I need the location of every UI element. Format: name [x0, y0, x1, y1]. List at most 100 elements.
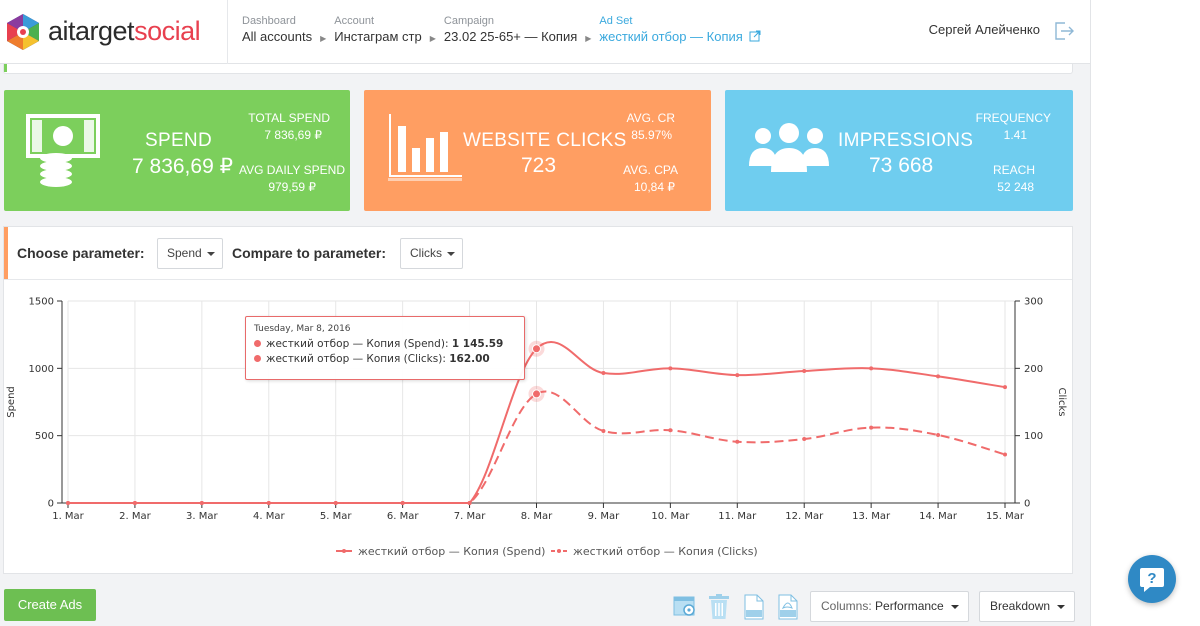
- logo-text: aitargetsocial: [48, 16, 201, 46]
- data-point: [802, 437, 807, 442]
- series-line-clicks: [67, 390, 1006, 504]
- x-tick-label: 7. Mar: [454, 511, 486, 522]
- data-point: [668, 366, 673, 371]
- x-tick-label: 12. Mar: [785, 511, 824, 522]
- data-point: [869, 425, 874, 430]
- logo-icon: [7, 13, 39, 50]
- spend-title: SPEND: [145, 130, 212, 151]
- legend-item: жесткий отбор — Копия (Clicks): [573, 545, 758, 558]
- legend-marker: [342, 549, 346, 553]
- help-chat-button[interactable]: ?: [1128, 555, 1176, 603]
- top-header: aitargetsocial Dashboard All accounts ▶ …: [0, 0, 1090, 64]
- website-clicks-card: WEBSITE CLICKS 723 AVG. CR 85.97% AVG. C…: [364, 90, 711, 211]
- breakdown-dropdown[interactable]: Breakdown: [979, 591, 1076, 622]
- bar-chart-icon: [388, 114, 462, 181]
- total-spend-value: 7 836,69 ₽: [264, 128, 322, 142]
- x-tick-label: 5. Mar: [320, 511, 352, 522]
- breadcrumb-adset[interactable]: Ad Set жесткий отбор — Копия: [599, 15, 761, 46]
- x-tick-label: 13. Mar: [852, 511, 891, 522]
- data-point: [735, 439, 740, 444]
- data-point: [66, 501, 70, 505]
- website-clicks-value: 723: [521, 154, 557, 177]
- chart-tooltip: Tuesday, Mar 8, 2016 жесткий отбор — Коп…: [245, 316, 525, 380]
- caret-down-icon: [206, 252, 215, 256]
- data-point: [802, 369, 807, 374]
- avg-cr-value: 85.97%: [631, 128, 672, 142]
- csv-export-icon[interactable]: [744, 594, 764, 620]
- parameter-controls: Choose parameter: Spend Compare to param…: [4, 227, 1072, 280]
- breadcrumb-campaign[interactable]: Campaign 23.02 25-65+ — Копия: [443, 14, 578, 44]
- columns-dropdown[interactable]: Columns: Performance: [810, 591, 969, 622]
- impressions-value: 73 668: [869, 154, 934, 177]
- data-point: [735, 373, 740, 378]
- y-tick-label: 500: [35, 431, 54, 442]
- chevron-right-icon: ▶: [429, 33, 436, 43]
- data-point: [266, 501, 271, 505]
- logout-icon[interactable]: [1054, 22, 1074, 40]
- avg-cpa-value: 10,84 ₽: [634, 180, 675, 194]
- external-link-icon[interactable]: [749, 30, 761, 42]
- impressions-title: IMPRESSIONS: [838, 130, 974, 151]
- data-point: [467, 501, 472, 505]
- x-tick-label: 9. Mar: [588, 511, 620, 522]
- pdf-export-icon[interactable]: [778, 594, 798, 620]
- user-name[interactable]: Сергей Алейченко: [928, 22, 1040, 37]
- avg-daily-spend-value: 979,59 ₽: [268, 180, 316, 194]
- money-icon: [26, 114, 100, 187]
- data-point: [333, 501, 338, 505]
- caret-down-icon: [1057, 605, 1066, 609]
- data-point: [1003, 385, 1007, 390]
- chart-panel: Choose parameter: Spend Compare to param…: [3, 226, 1073, 574]
- people-icon: [749, 123, 829, 172]
- x-tick-label: 1. Mar: [52, 511, 84, 522]
- data-point: [869, 366, 874, 371]
- x-tick-label: 14. Mar: [919, 511, 958, 522]
- top-strip: [3, 64, 1073, 74]
- chat-question-icon: ?: [1140, 568, 1164, 592]
- spend-card: SPEND 7 836,69 ₽ TOTAL SPEND 7 836,69 ₽ …: [4, 90, 350, 211]
- y2-tick-label: 300: [1024, 297, 1043, 308]
- legend-marker: [557, 549, 561, 553]
- x-tick-label: 3. Mar: [186, 511, 218, 522]
- reach-label: REACH: [992, 163, 1035, 177]
- x-tick-label: 15. Mar: [986, 511, 1025, 522]
- compare-parameter-dropdown[interactable]: Clicks: [400, 238, 463, 269]
- spend-value: 7 836,69 ₽: [132, 155, 233, 178]
- y-axis-title: Spend: [6, 386, 17, 418]
- trash-icon[interactable]: [708, 594, 730, 620]
- data-point: [601, 371, 606, 376]
- breadcrumb-dashboard[interactable]: Dashboard All accounts: [242, 14, 313, 44]
- svg-text:?: ?: [1147, 570, 1156, 587]
- data-point: [199, 501, 204, 505]
- choose-parameter-dropdown[interactable]: Spend: [157, 238, 223, 269]
- create-ads-button[interactable]: Create Ads: [4, 589, 96, 621]
- choose-parameter-label: Choose parameter:: [17, 245, 145, 261]
- y2-tick-label: 0: [1024, 499, 1030, 510]
- breadcrumb-account[interactable]: Account Инстаграм стр: [334, 14, 422, 44]
- y2-tick-label: 200: [1024, 364, 1043, 375]
- table-settings-icon[interactable]: [673, 594, 697, 618]
- frequency-value: 1.41: [1003, 128, 1027, 142]
- data-point: [400, 501, 405, 505]
- data-point: [936, 432, 941, 437]
- y-tick-label: 1000: [29, 364, 54, 375]
- chevron-right-icon: ▶: [320, 33, 327, 43]
- avg-daily-spend-label: AVG DAILY SPEND: [238, 163, 345, 177]
- right-side-panel: [1090, 0, 1200, 626]
- data-point: [601, 428, 606, 433]
- total-spend-label: TOTAL SPEND: [248, 111, 330, 125]
- logo[interactable]: aitargetsocial: [0, 0, 228, 64]
- website-clicks-title: WEBSITE CLICKS: [463, 130, 627, 151]
- avg-cr-label: AVG. CR: [626, 111, 675, 125]
- x-tick-label: 11. Mar: [718, 511, 757, 522]
- x-tick-label: 10. Mar: [651, 511, 690, 522]
- y-tick-label: 0: [48, 499, 54, 510]
- y-tick-label: 1500: [29, 297, 54, 308]
- data-point: [936, 374, 941, 379]
- x-tick-label: 4. Mar: [253, 511, 285, 522]
- data-point: [1003, 452, 1007, 457]
- x-tick-label: 2. Mar: [119, 511, 151, 522]
- compare-parameter-label: Compare to parameter:: [232, 245, 387, 261]
- frequency-label: FREQUENCY: [975, 111, 1051, 125]
- hover-marker: [532, 389, 541, 399]
